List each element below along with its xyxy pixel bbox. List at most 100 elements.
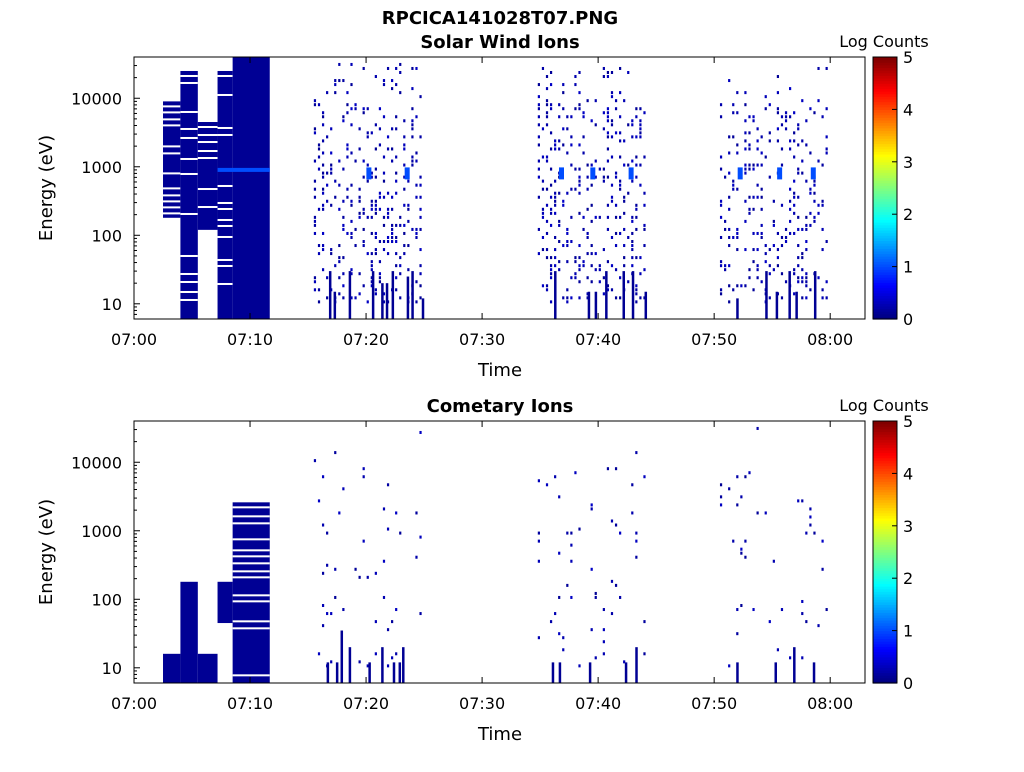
count-point <box>610 119 614 123</box>
count-point <box>586 235 589 239</box>
count-point <box>586 163 589 167</box>
count-point <box>760 235 763 239</box>
count-point <box>801 276 804 280</box>
count-point <box>590 244 593 248</box>
count-point <box>614 583 618 587</box>
count-point <box>317 300 321 304</box>
colorbar-segment <box>873 119 897 124</box>
count-point <box>358 215 361 219</box>
count-point <box>391 159 394 163</box>
count-point <box>313 219 317 223</box>
colorbar-frame <box>872 420 898 684</box>
count-point <box>631 119 634 123</box>
count-point <box>549 256 553 260</box>
count-point <box>382 83 386 87</box>
low-energy-column <box>385 283 389 319</box>
count-point <box>788 147 792 151</box>
count-point <box>643 244 646 248</box>
colorbar-segment <box>873 462 897 467</box>
count-point <box>399 256 402 260</box>
colorbar-segment <box>873 473 897 477</box>
count-point <box>558 495 561 499</box>
count-point <box>395 83 398 87</box>
count-point <box>395 652 398 656</box>
count-point <box>378 207 382 211</box>
count-point <box>350 183 353 187</box>
count-point <box>386 628 390 632</box>
data-gap <box>197 188 218 191</box>
y-tick-label: 1000 <box>81 158 122 177</box>
count-point <box>825 107 828 111</box>
count-point <box>776 107 780 111</box>
count-point <box>809 523 812 527</box>
data-gap <box>217 126 233 129</box>
count-point <box>606 203 610 207</box>
colorbar-segment <box>873 421 897 425</box>
colorbar-segment <box>873 146 897 150</box>
count-point <box>772 244 775 248</box>
count-point <box>614 107 618 111</box>
data-gap <box>232 570 270 573</box>
count-point <box>558 240 561 244</box>
count-point <box>395 155 398 159</box>
low-energy-column <box>788 271 791 319</box>
colorbar-segment <box>873 235 897 239</box>
colorbar-segment <box>873 515 897 519</box>
colorbar-segment <box>873 109 897 113</box>
count-point <box>407 268 410 272</box>
colorbar-segment <box>873 72 897 76</box>
count-point <box>825 296 828 300</box>
colorbar-segment <box>873 662 897 666</box>
colorbar-segment <box>873 156 897 160</box>
count-point <box>619 296 622 300</box>
count-point <box>639 107 642 111</box>
count-point <box>403 187 406 191</box>
count-point <box>784 235 788 239</box>
colorbar-segment <box>873 510 897 514</box>
x-tick-label: 07:30 <box>459 694 505 713</box>
count-point <box>748 207 751 211</box>
count-point <box>317 155 321 159</box>
count-point <box>415 280 418 284</box>
count-point <box>744 131 747 135</box>
count-point <box>614 203 618 207</box>
count-point <box>382 240 386 244</box>
count-point <box>805 119 808 123</box>
solar-wind-colorbar: 0 1 2 3 4 5 <box>872 48 913 329</box>
count-point <box>378 143 382 147</box>
colorbar-segment <box>873 287 897 291</box>
data-gap <box>163 212 181 215</box>
count-point <box>732 183 735 187</box>
count-point <box>342 223 345 227</box>
count-point <box>606 147 610 151</box>
count-point <box>606 131 610 135</box>
count-point <box>403 143 406 147</box>
low-energy-column <box>406 276 410 319</box>
count-point <box>821 115 824 119</box>
count-point <box>780 235 784 239</box>
count-point <box>614 131 618 135</box>
count-point <box>537 135 540 139</box>
count-point <box>809 515 812 519</box>
colorbar-segment <box>873 504 897 509</box>
count-point <box>768 131 771 135</box>
count-point <box>606 119 610 123</box>
count-point <box>537 227 540 231</box>
count-point <box>386 147 390 151</box>
count-point <box>386 135 390 139</box>
count-point <box>321 163 325 167</box>
count-point <box>313 131 317 135</box>
data-gap <box>217 184 233 187</box>
data-gap <box>180 290 198 293</box>
count-point <box>756 248 759 252</box>
count-point <box>740 547 743 551</box>
count-point <box>566 127 569 131</box>
colorbar-tick-label: 5 <box>903 412 913 431</box>
count-point <box>342 115 345 119</box>
colorbar-segment <box>873 635 897 640</box>
count-point <box>606 215 610 219</box>
colorbar-segment <box>873 449 897 454</box>
colorbar-segment <box>873 627 897 632</box>
count-point <box>776 127 780 131</box>
count-point <box>760 231 763 235</box>
